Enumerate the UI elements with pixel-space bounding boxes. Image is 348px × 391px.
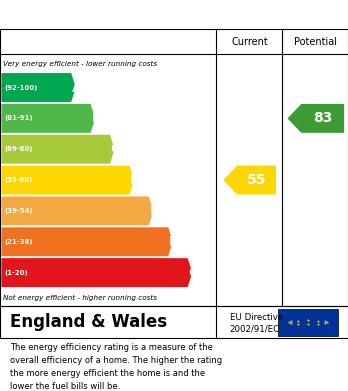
Bar	[278, 309, 338, 335]
Polygon shape	[1, 104, 95, 133]
Text: (39-54): (39-54)	[4, 208, 33, 214]
Text: C: C	[111, 142, 121, 156]
Polygon shape	[1, 135, 114, 164]
Polygon shape	[1, 166, 134, 194]
Polygon shape	[223, 166, 276, 194]
Polygon shape	[1, 227, 173, 256]
Text: (1-20): (1-20)	[4, 270, 28, 276]
Text: Energy Efficiency Rating: Energy Efficiency Rating	[10, 8, 213, 23]
Text: 83: 83	[313, 111, 332, 126]
Text: F: F	[169, 235, 179, 249]
Text: EU Directive: EU Directive	[230, 313, 283, 322]
Text: E: E	[150, 204, 159, 218]
Text: Very energy efficient - lower running costs: Very energy efficient - lower running co…	[3, 61, 158, 67]
Polygon shape	[1, 258, 192, 287]
Text: Current: Current	[231, 37, 268, 47]
Polygon shape	[287, 104, 344, 133]
Text: (69-80): (69-80)	[4, 146, 33, 152]
Text: 2002/91/EC: 2002/91/EC	[230, 325, 280, 334]
Text: Potential: Potential	[294, 37, 337, 47]
Text: A: A	[72, 81, 82, 95]
Text: (55-68): (55-68)	[4, 177, 32, 183]
Text: England & Wales: England & Wales	[10, 313, 168, 331]
Text: D: D	[130, 173, 142, 187]
Text: Not energy efficient - higher running costs: Not energy efficient - higher running co…	[3, 294, 158, 301]
Polygon shape	[1, 196, 153, 225]
Polygon shape	[1, 73, 76, 102]
Text: 55: 55	[247, 173, 266, 187]
Text: (81-91): (81-91)	[4, 115, 33, 121]
Text: B: B	[91, 111, 102, 126]
Text: The energy efficiency rating is a measure of the
overall efficiency of a home. T: The energy efficiency rating is a measur…	[10, 343, 223, 391]
Text: (92-100): (92-100)	[4, 84, 38, 91]
Text: G: G	[188, 265, 200, 280]
Text: (21-38): (21-38)	[4, 239, 33, 245]
